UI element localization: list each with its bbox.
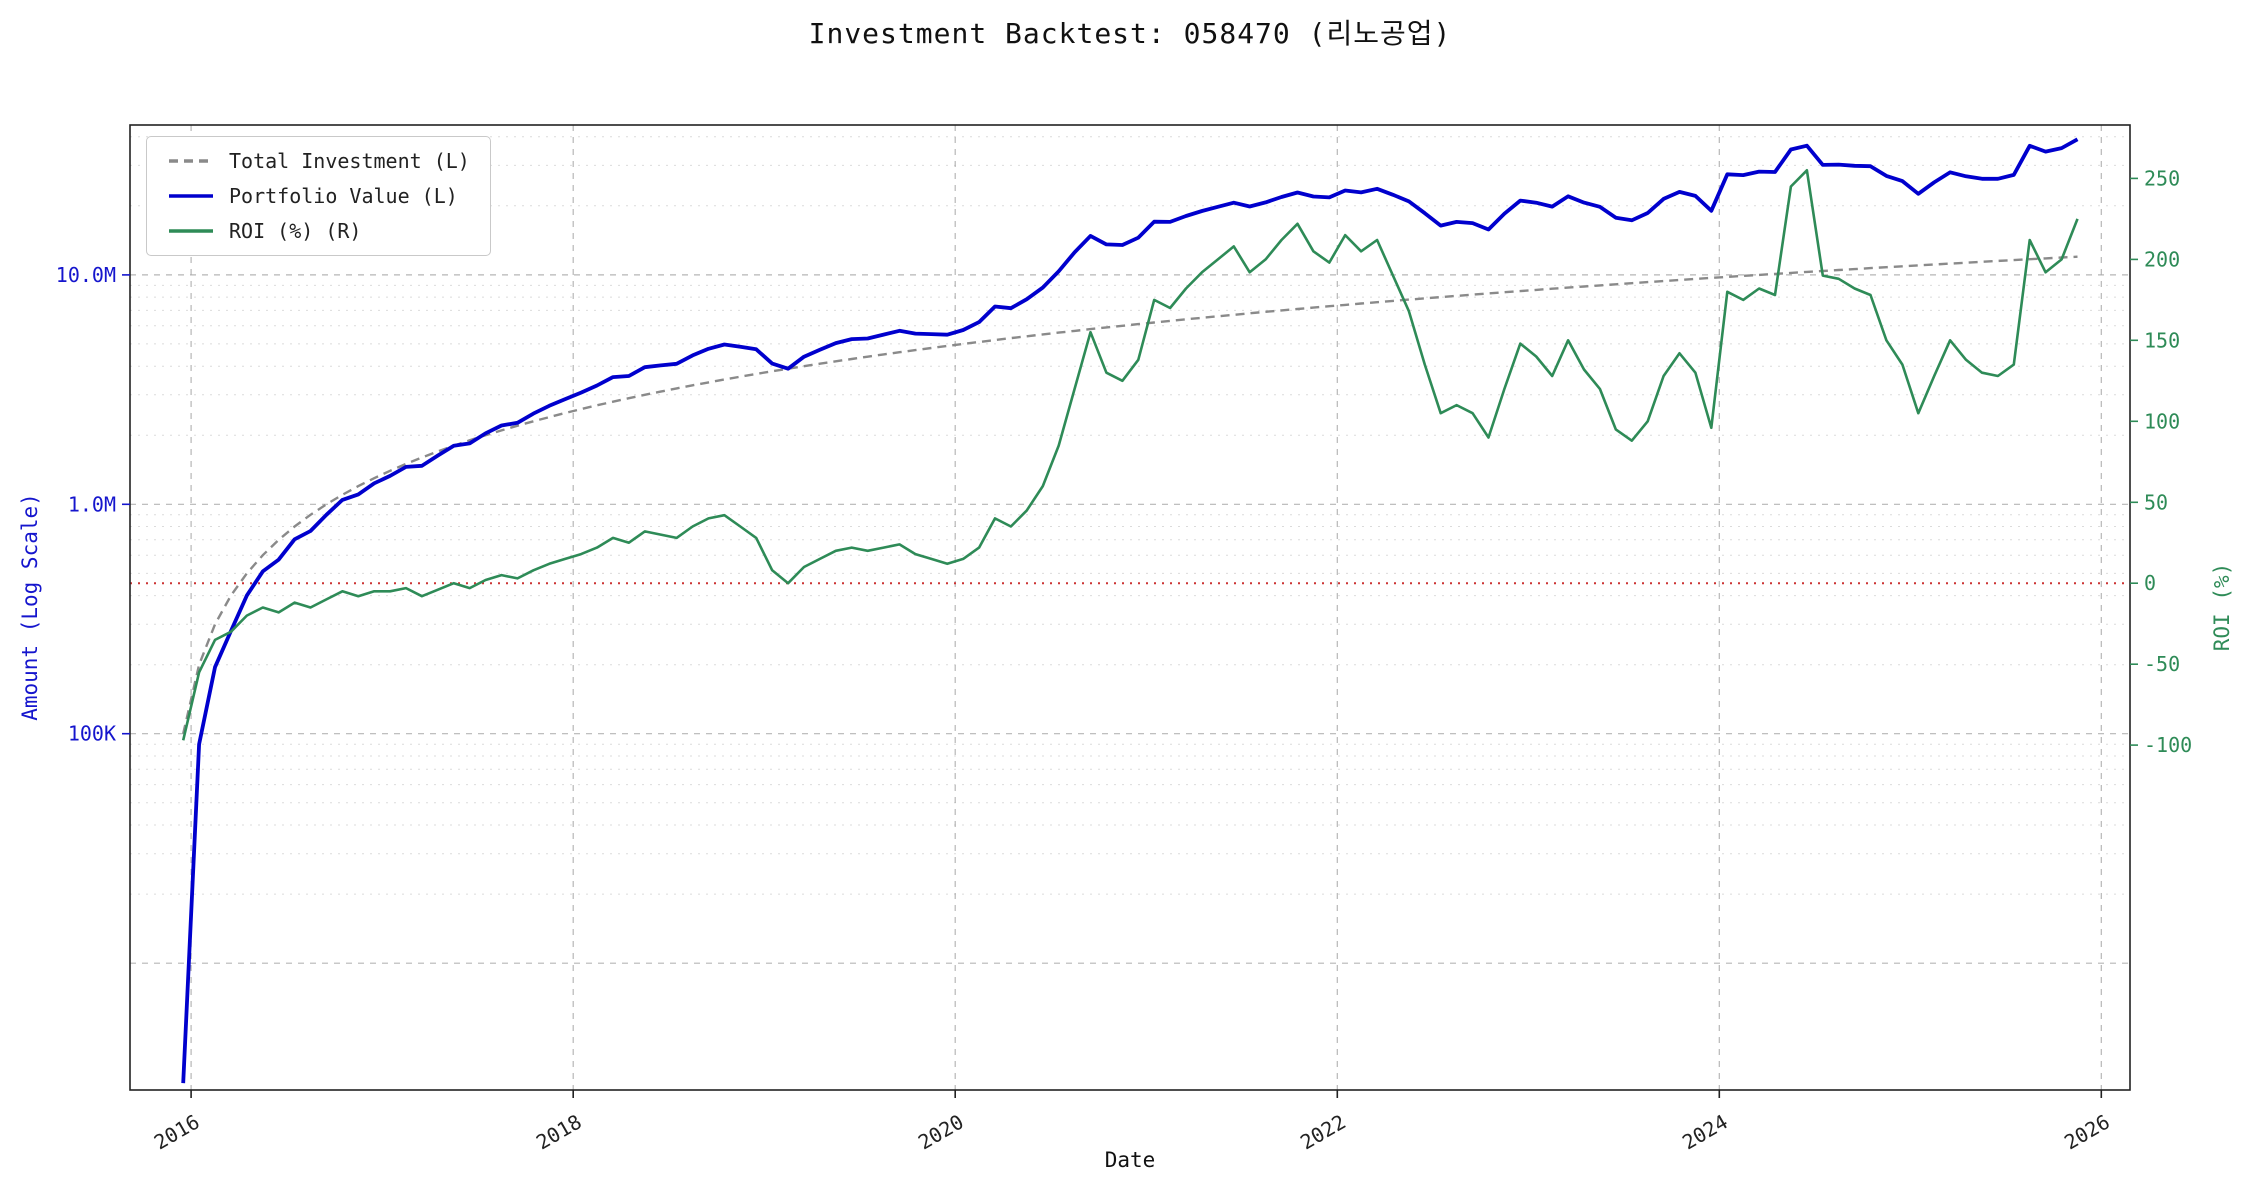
roi-tick-label: 200 (2144, 247, 2180, 271)
amount-axis-label: Amount (Log Scale) (18, 493, 42, 721)
legend-item: ROI (%) (R) (167, 219, 470, 243)
amount-tick-label: 100K (68, 722, 116, 746)
roi-tick-label: 150 (2144, 328, 2180, 352)
date-axis-label: Date (1104, 1148, 1156, 1172)
chart-title: Investment Backtest: 058470 (리노공업) (808, 17, 1452, 50)
plot-frame (129, 124, 2131, 1091)
plot-background (130, 125, 2130, 1090)
roi-tick-label: 0 (2144, 571, 2156, 595)
roi-tick-label: -50 (2144, 652, 2180, 676)
roi-tick-label: -100 (2144, 733, 2192, 757)
roi-line (181, 169, 2079, 741)
total-investment-line (182, 255, 2078, 734)
roi-axis-label: ROI (%) (2210, 562, 2234, 652)
legend-item: Total Investment (L) (167, 149, 470, 173)
legend-item-label: Total Investment (L) (229, 149, 470, 173)
roi-tick-label: 250 (2144, 166, 2180, 190)
legend-item-label: ROI (%) (R) (229, 219, 362, 243)
legend: Total Investment (L) Portfolio Value (L) R… (146, 136, 491, 256)
portfolio-value-line (181, 137, 2079, 1084)
amount-tick-label: 1.0M (68, 492, 116, 516)
roi-tick-label: 50 (2144, 490, 2168, 514)
legend-item-label: Portfolio Value (L) (229, 184, 458, 208)
legend-line-sample (169, 229, 213, 233)
roi-tick-label: 100 (2144, 409, 2180, 433)
amount-tick-label: 10.0M (56, 263, 116, 287)
legend-line-sample (169, 194, 213, 198)
legend-item: Portfolio Value (L) (167, 184, 470, 208)
legend-line-sample (169, 159, 213, 163)
